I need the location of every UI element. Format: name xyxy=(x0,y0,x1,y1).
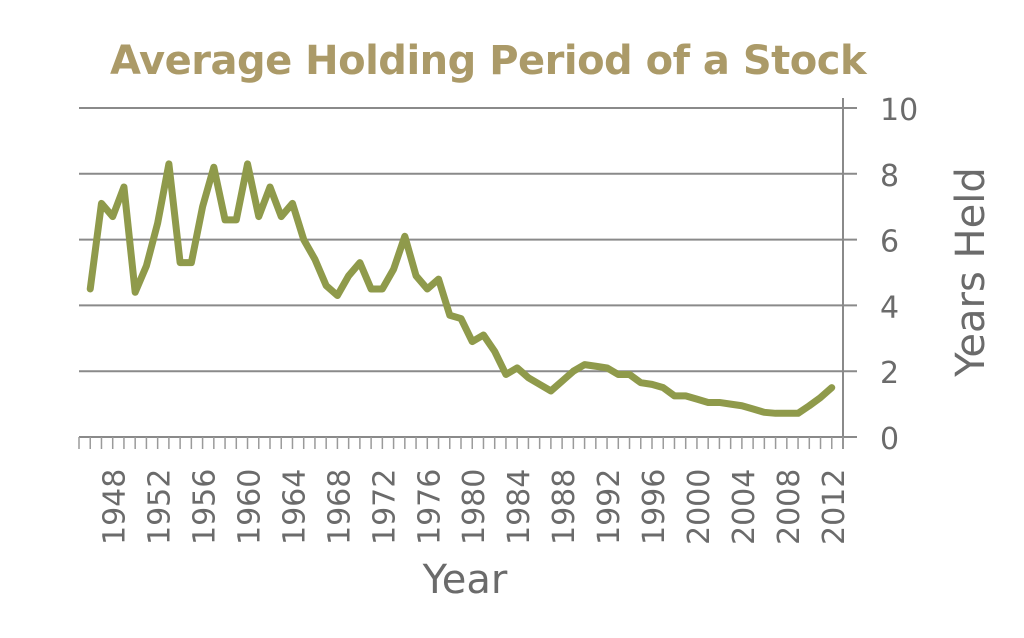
x-tick-label: 2004 xyxy=(727,469,762,545)
x-tick-label: 1964 xyxy=(277,469,312,545)
x-tick-label: 1948 xyxy=(98,469,133,545)
x-tick-label: 1996 xyxy=(637,469,672,545)
y-axis-label: Years Held xyxy=(948,167,994,377)
x-tick-label: 1992 xyxy=(592,469,627,545)
x-axis-label: Year xyxy=(422,557,508,603)
x-tick-label: 1988 xyxy=(547,469,582,545)
x-tick-label: 1968 xyxy=(322,469,357,545)
x-tick-label: 1972 xyxy=(367,469,402,545)
y-axis-tick-labels: 0 2 4 6 8 10 xyxy=(880,93,918,457)
x-tick-label: 1956 xyxy=(188,469,223,545)
x-tick-label: 1984 xyxy=(502,469,537,545)
chart-title: Average Holding Period of a Stock xyxy=(110,38,867,84)
x-axis-ticks xyxy=(78,437,844,449)
y-tick-label: 8 xyxy=(880,159,899,194)
series-line-years-held xyxy=(86,160,836,417)
x-tick-label: 2000 xyxy=(682,469,717,545)
y-tick-label: 6 xyxy=(880,225,899,260)
x-tick-label: 1980 xyxy=(457,469,492,545)
x-tick-label: 1960 xyxy=(233,469,268,545)
y-tick-label: 2 xyxy=(880,356,899,391)
x-tick-label: 1976 xyxy=(412,469,447,545)
y-tick-label: 4 xyxy=(880,290,899,325)
x-tick-label: 2012 xyxy=(817,469,852,545)
x-tick-label: 2008 xyxy=(772,469,807,545)
x-tick-label: 1952 xyxy=(143,469,178,545)
y-tick-label: 10 xyxy=(880,93,918,128)
x-axis-tick-labels: 1948 1952 1956 1960 1964 1968 1972 1976 1980 1984… xyxy=(98,469,852,545)
gridlines xyxy=(79,98,857,449)
y-tick-label: 0 xyxy=(880,422,899,457)
